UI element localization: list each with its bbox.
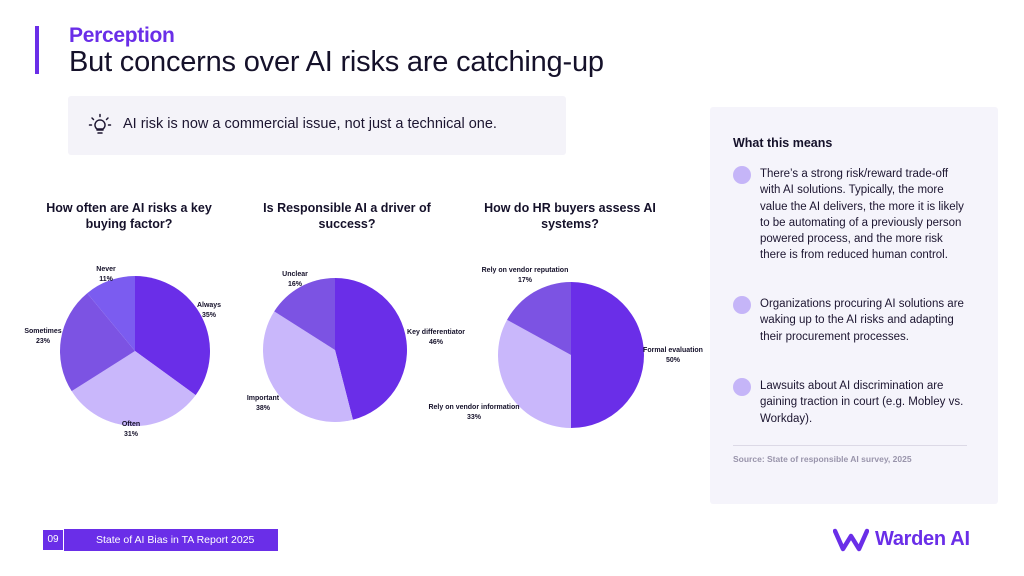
pie-slice-always	[135, 276, 210, 396]
page-title: But concerns over AI risks are catching-…	[69, 46, 604, 78]
callout-text: AI risk is now a commercial issue, not j…	[123, 116, 497, 132]
chart-1-label-often: Often 31%	[121, 421, 141, 438]
bullet-text: There’s a strong risk/reward trade-off w…	[760, 168, 964, 262]
pie-slice-unclear	[274, 278, 335, 350]
what-this-means-panel: What this means There’s a strong risk/re…	[710, 107, 998, 504]
panel-title: What this means	[733, 136, 833, 150]
bullet-dot	[733, 296, 751, 314]
bullet-text: Lawsuits about AI discrimination are gai…	[760, 380, 964, 425]
bullet-dot	[733, 378, 751, 396]
lightbulb-icon	[88, 113, 112, 134]
bullet-dot	[733, 166, 751, 184]
section-eyebrow: Perception	[69, 24, 175, 47]
chart-2-pie	[263, 278, 407, 422]
pie-slice-formal-evaluation	[571, 282, 644, 428]
insight-callout: AI risk is now a commercial issue, not j…	[68, 96, 566, 155]
pie-slice-often	[71, 351, 196, 426]
page-number: 09	[42, 529, 64, 551]
chart-1-label-sometimes: Sometimes 23%	[24, 328, 62, 345]
chart-2-title: Is Responsible AI a driver of success?	[263, 201, 431, 231]
chart-3-label-formal-evaluation: Formal evaluation 50%	[643, 347, 703, 364]
chart-1-title: How often are AI risks a key buying fact…	[46, 201, 212, 231]
chart-1-label-always: Always 35%	[196, 302, 222, 319]
brand-logo: Warden AI	[833, 527, 973, 555]
chart-1-pie	[60, 276, 210, 426]
pie-slice-key-differentiator	[335, 278, 407, 420]
chart-2-label-key-differentiator: Key differentiator 46%	[407, 329, 465, 346]
pie-slice-important	[263, 311, 353, 422]
pie-slice-rely-on-vendor-reputation	[507, 282, 571, 355]
title-accent-bar	[35, 26, 39, 74]
chart-2-label-important: Important 38%	[246, 395, 280, 412]
warden-logo-icon	[833, 528, 869, 552]
chart-3-title: How do HR buyers assess AI systems?	[484, 201, 656, 231]
pie-slice-rely-on-vendor-information	[498, 319, 571, 428]
panel-divider	[733, 445, 967, 446]
chart-1-label-never: Never 11%	[96, 266, 116, 283]
chart-3-label-vendor-information: Rely on vendor information 33%	[428, 404, 520, 421]
bullet-text: Organizations procuring AI solutions are…	[760, 298, 964, 343]
brand-name: Warden AI	[875, 528, 970, 550]
report-title: State of AI Bias in TA Report 2025	[96, 534, 255, 546]
chart-3-label-vendor-reputation: Rely on vendor reputation 17%	[481, 267, 569, 284]
pie-slice-sometimes	[60, 293, 135, 392]
pie-slice-never	[87, 276, 135, 351]
chart-3-pie	[498, 282, 644, 428]
chart-2-label-unclear: Unclear 16%	[282, 271, 308, 288]
footer-bar: 09 State of AI Bias in TA Report 2025	[42, 529, 278, 551]
source-note: Source: State of responsible AI survey, …	[733, 454, 912, 464]
